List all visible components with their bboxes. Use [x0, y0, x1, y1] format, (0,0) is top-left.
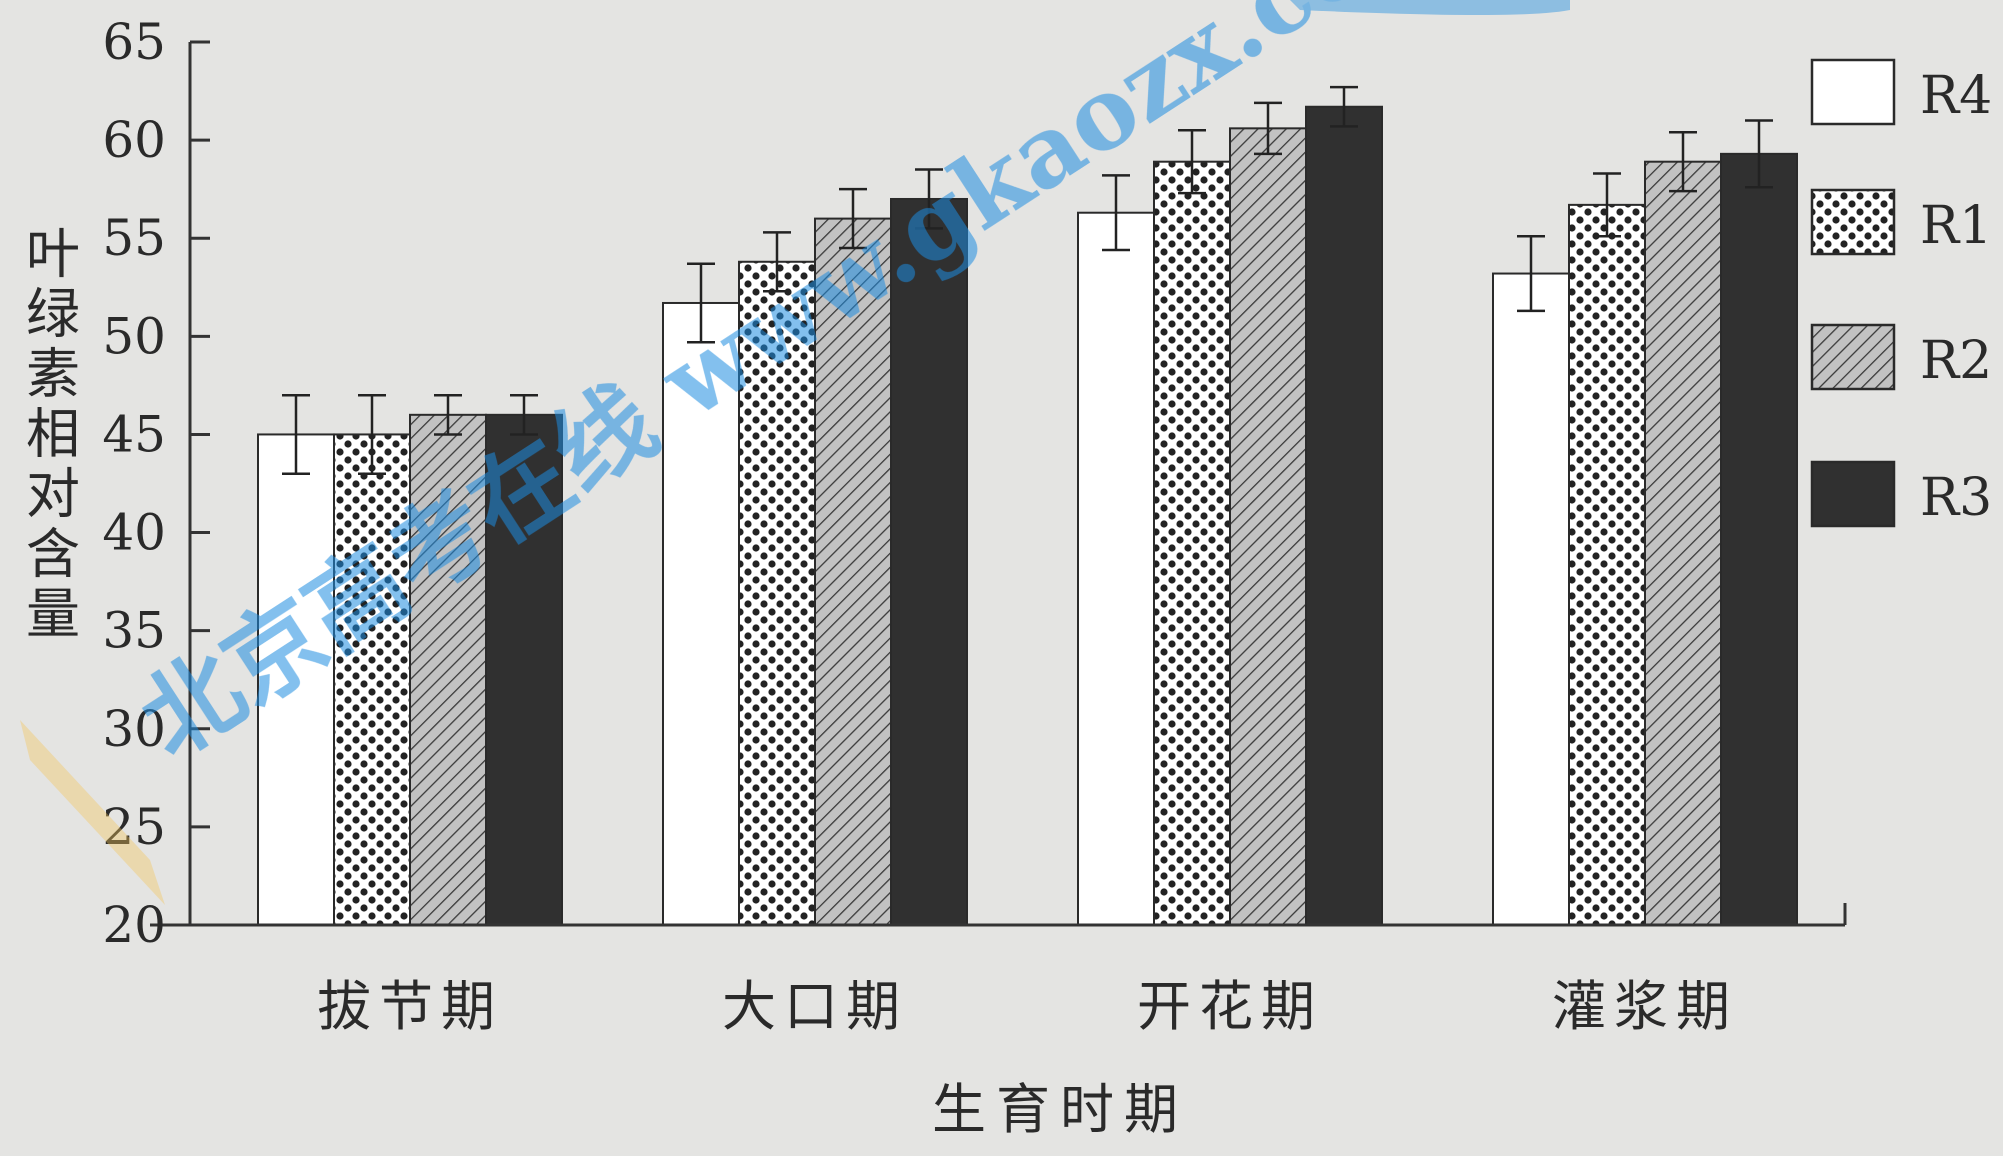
bar: [1305, 105, 1383, 926]
legend: R4 R1 R2 R3: [1810, 58, 1992, 528]
x-category-label: 开花期: [1137, 975, 1323, 1038]
bar: [1077, 211, 1155, 927]
x-category-label: 拔节期: [317, 975, 503, 1038]
legend-swatch: [1810, 460, 1896, 528]
y-tick-label: 25: [102, 798, 166, 856]
bar: [1229, 127, 1307, 927]
y-tick-label: 40: [102, 504, 166, 562]
bar: [257, 433, 335, 926]
bar: [1153, 160, 1231, 926]
y-tick-label: 20: [102, 896, 166, 954]
plot-layer: [257, 85, 1798, 927]
legend-label: R3: [1920, 468, 1992, 528]
x-category-label: 灌浆期: [1552, 975, 1738, 1038]
axes: 20 25 30 35 40 45 50 55 60 65 拔节期 大口期 开花期 灌浆期: [102, 13, 1847, 1038]
legend-swatch: [1810, 188, 1896, 256]
legend-swatch: [1810, 323, 1896, 391]
legend-label: R4: [1920, 66, 1992, 126]
y-tick-label: 35: [102, 602, 166, 660]
legend-swatch: [1810, 58, 1896, 126]
y-tick-label: 65: [102, 13, 166, 71]
y-tick-label: 60: [102, 111, 166, 169]
y-tick-label: 30: [102, 700, 166, 758]
y-axis-title: 叶绿素相对含量: [17, 225, 80, 645]
bar: [890, 197, 968, 926]
legend-label: R1: [1920, 196, 1992, 256]
y-tick-label: 50: [102, 307, 166, 365]
legend-label: R2: [1920, 331, 1992, 391]
bar: [1492, 272, 1570, 926]
bar: [1644, 160, 1722, 926]
bar: [1568, 203, 1646, 926]
bar: [1720, 152, 1798, 926]
y-tick-label: 45: [102, 405, 166, 463]
x-axis-title: 生育时期: [932, 1078, 1188, 1141]
x-category-label: 大口期: [722, 975, 908, 1038]
y-tick-label: 55: [102, 209, 166, 267]
